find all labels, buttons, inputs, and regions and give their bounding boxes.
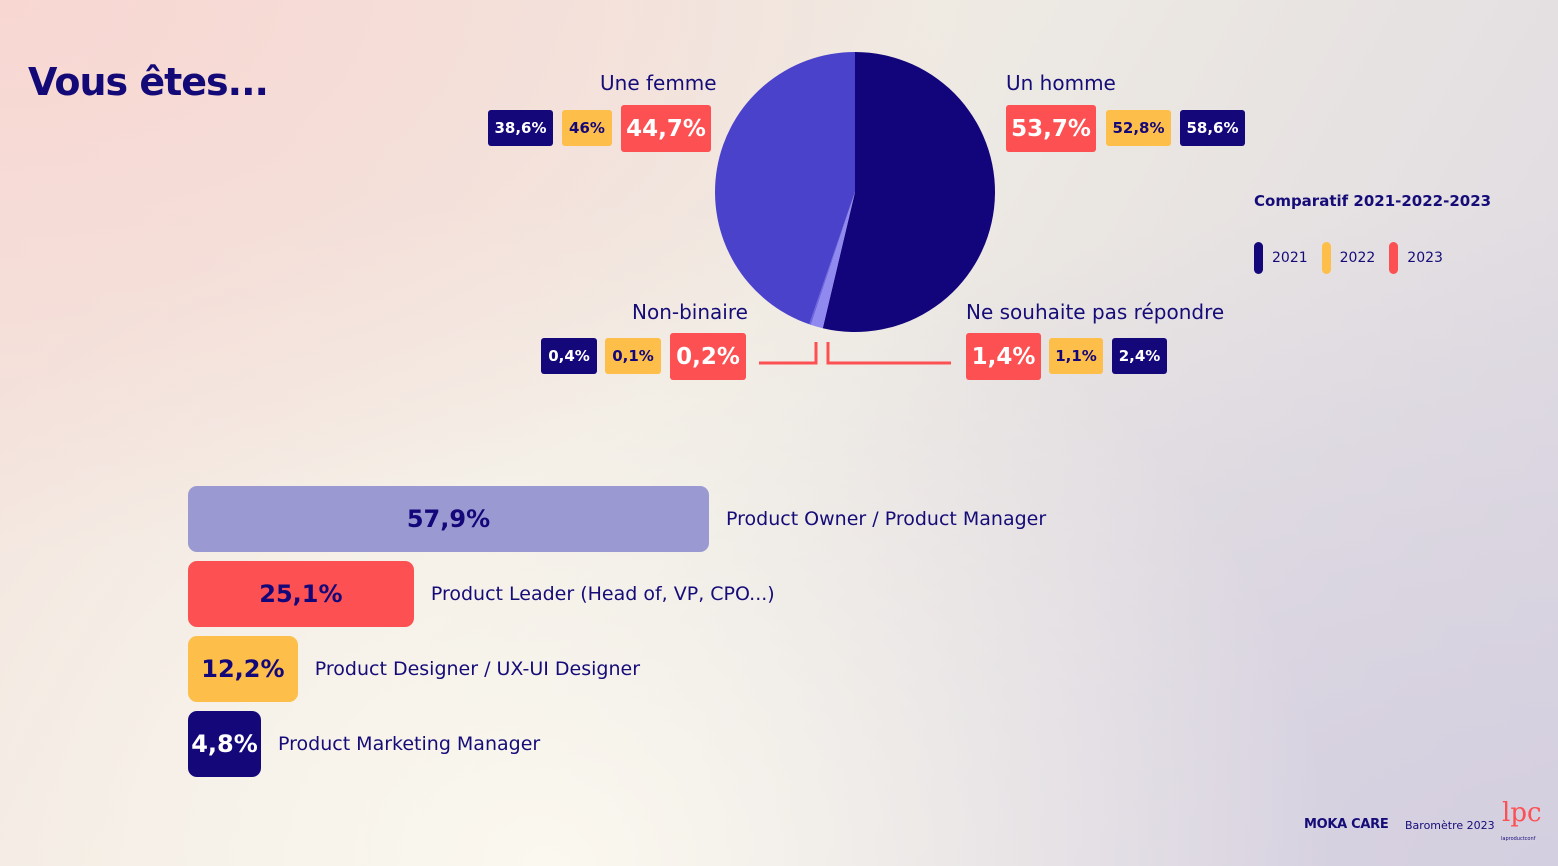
lpc-logo-sub: laproductconf [1501, 836, 1536, 842]
role-label-2: Product Leader (Head of, VP, CPO...) [430, 583, 775, 605]
label-ne-souhaite-pas: Ne souhaite pas répondre [966, 300, 1225, 324]
legend-item-2023: 2023 [1389, 242, 1443, 274]
label-non-binaire: Non-binaire [632, 300, 748, 324]
badge-nesp-2021: 2,4% [1112, 338, 1167, 374]
role-bar-3: 12,2% [188, 636, 298, 702]
role-label-4: Product Marketing Manager [278, 733, 541, 755]
role-bar-4: 4,8% [188, 711, 261, 777]
moka-care-logo: MOKA CARE [1304, 817, 1389, 832]
role-label-3: Product Designer / UX-UI Designer [314, 658, 641, 680]
label-homme: Un homme [1006, 71, 1116, 95]
gender-pie-chart [715, 52, 995, 332]
badge-nonbin-2023: 0,2% [670, 333, 746, 380]
page-title: Vous êtes... [28, 60, 269, 104]
label-femme: Une femme [600, 71, 717, 95]
legend-swatch-2021 [1254, 242, 1263, 274]
role-bar-1: 57,9% [188, 486, 709, 552]
badge-homme-2023: 53,7% [1006, 105, 1096, 152]
badge-nesp-2022: 1,1% [1049, 338, 1103, 374]
legend-item-2021: 2021 [1254, 242, 1308, 274]
role-label-1: Product Owner / Product Manager [726, 508, 1047, 530]
connector-ne-souhaite-pas [826, 342, 951, 365]
badge-femme-2021: 38,6% [488, 110, 553, 146]
legend-swatch-2023 [1389, 242, 1399, 274]
connector-non-binaire [759, 342, 818, 365]
legend-item-2022: 2022 [1321, 242, 1376, 274]
badge-femme-2023: 44,7% [621, 105, 711, 152]
badge-homme-2022: 52,8% [1106, 110, 1171, 146]
legend-label-2023: 2023 [1407, 250, 1443, 266]
badge-nonbin-2022: 0,1% [605, 338, 661, 374]
connector-lines [759, 342, 951, 365]
pie-slice-une-femme [715, 52, 855, 325]
pie-slice-ne-souhaite-pas-r-pondre [810, 192, 855, 329]
role-bar-2: 25,1% [188, 561, 414, 627]
legend-title: Comparatif 2021-2022-2023 [1254, 192, 1492, 210]
legend-swatch-2022 [1321, 242, 1331, 274]
pie-slice-un-homme [822, 52, 995, 332]
pie-slice-non-binaire [809, 192, 855, 325]
lpc-logo: lpc [1502, 798, 1542, 828]
badge-nesp-2023: 1,4% [966, 333, 1041, 380]
legend-label-2022: 2022 [1339, 250, 1376, 266]
badge-nonbin-2021: 0,4% [541, 338, 597, 374]
legend: 2021 2022 2023 [1254, 242, 1443, 274]
edition-label: Baromètre 2023 [1405, 819, 1495, 832]
badge-femme-2022: 46% [562, 110, 612, 146]
legend-label-2021: 2021 [1272, 250, 1308, 266]
badge-homme-2021: 58,6% [1180, 110, 1245, 146]
